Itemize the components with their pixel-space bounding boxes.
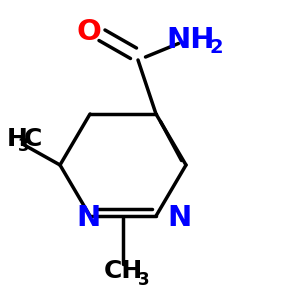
Text: C: C <box>23 128 42 152</box>
Text: 3: 3 <box>18 137 30 155</box>
Text: O: O <box>76 17 101 46</box>
Text: N: N <box>168 203 192 232</box>
Text: H: H <box>7 128 28 152</box>
Text: 3: 3 <box>137 271 149 289</box>
Text: 2: 2 <box>209 38 223 57</box>
Text: CH: CH <box>103 260 143 284</box>
Text: N: N <box>76 203 100 232</box>
Text: NH: NH <box>166 26 215 54</box>
